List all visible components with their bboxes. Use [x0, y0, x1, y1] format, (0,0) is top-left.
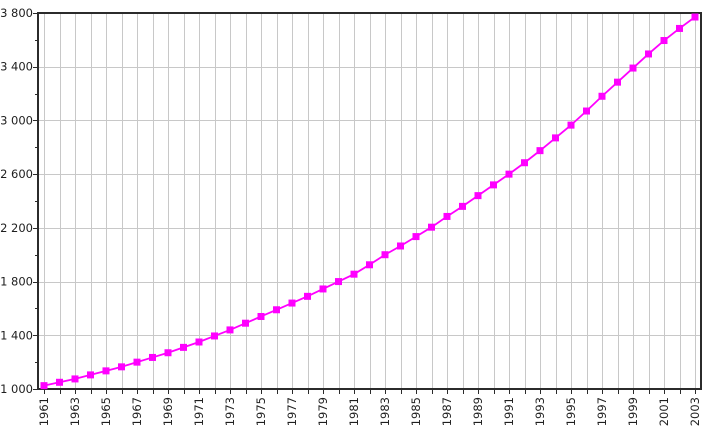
data-point-marker: [350, 270, 358, 278]
data-point-marker: [397, 242, 404, 250]
y-tick-label: 2 600: [0, 167, 33, 181]
y-tick-label: 3 000: [0, 113, 33, 127]
series-markers: [40, 13, 699, 390]
data-point-marker: [443, 212, 451, 220]
x-tick-label: 1981: [347, 397, 361, 426]
x-tick-label: 1965: [99, 397, 113, 426]
data-point-marker: [505, 170, 513, 178]
data-point-marker: [521, 159, 528, 167]
x-tick-label: 1991: [502, 397, 516, 426]
y-tick-label: 1 800: [0, 275, 33, 289]
data-point-marker: [273, 306, 280, 314]
data-point-marker: [598, 92, 606, 100]
x-tick-label: 1985: [409, 397, 423, 426]
x-tick-label: 1995: [564, 397, 578, 426]
x-tick-label: 1963: [68, 397, 82, 426]
x-tick-label: 1993: [533, 397, 547, 426]
data-point-marker: [428, 223, 435, 231]
data-point-marker: [288, 299, 296, 307]
data-point-marker: [552, 134, 559, 142]
data-point-marker: [366, 261, 373, 269]
data-point-marker: [56, 378, 63, 386]
x-tick-label: 1997: [595, 397, 609, 426]
x-tick-label: 1999: [626, 397, 640, 426]
y-tick-label: 3 800: [0, 6, 33, 20]
data-point-marker: [645, 50, 652, 58]
data-point-marker: [490, 181, 497, 189]
data-point-marker: [164, 349, 172, 357]
data-point-marker: [660, 37, 668, 45]
x-tick-label: 1971: [192, 397, 206, 426]
data-point-marker: [629, 64, 637, 72]
data-point-marker: [180, 343, 187, 351]
data-point-marker: [133, 358, 141, 366]
data-point-marker: [536, 147, 544, 155]
y-tick-label: 3 400: [0, 60, 33, 74]
y-tick-label: 2 200: [0, 221, 33, 235]
x-tick-label: 1973: [223, 397, 237, 426]
data-point-marker: [118, 363, 125, 371]
data-point-marker: [102, 367, 110, 375]
data-point-marker: [691, 13, 699, 21]
y-axis-labels: 1 000 1 400 1 800 2 200 2 600 3 000 3 400 3 800: [0, 6, 33, 396]
data-point-marker: [304, 292, 311, 300]
y-tick-label: 1 000: [0, 382, 33, 396]
data-point-marker: [583, 107, 590, 115]
data-point-marker: [211, 332, 218, 340]
data-point-marker: [257, 312, 265, 320]
axis-ticks: [33, 13, 696, 394]
x-tick-label: 1983: [378, 397, 392, 426]
x-tick-label: 1975: [254, 397, 268, 426]
x-tick-label: 2003: [688, 397, 702, 426]
data-point-marker: [319, 285, 327, 293]
plot-frame: [37, 12, 702, 390]
data-point-marker: [676, 24, 683, 32]
x-tick-label: 1969: [161, 397, 175, 426]
data-point-marker: [87, 371, 94, 379]
x-tick-label: 1987: [440, 397, 454, 426]
data-point-marker: [226, 326, 234, 334]
data-point-marker: [71, 375, 79, 383]
data-point-marker: [412, 233, 420, 241]
x-tick-label: 1979: [316, 397, 330, 426]
data-point-marker: [614, 78, 621, 86]
x-tick-label: 1961: [37, 397, 51, 426]
x-tick-label: 1967: [130, 397, 144, 426]
data-point-marker: [459, 202, 466, 210]
data-point-marker: [474, 192, 482, 200]
x-tick-label: 2001: [657, 397, 671, 426]
x-tick-label: 1977: [285, 397, 299, 426]
data-point-marker: [242, 319, 249, 327]
data-point-marker: [195, 338, 203, 346]
x-tick-label: 1989: [471, 397, 485, 426]
y-tick-label: 1 400: [0, 328, 33, 342]
data-point-marker: [149, 353, 156, 361]
data-point-marker: [40, 382, 48, 390]
x-axis-labels: 1961 1963 1965 1967 1969 1971 1973 1975 1977 1979…: [37, 397, 702, 426]
data-point-marker: [335, 278, 342, 286]
data-point-marker: [567, 121, 575, 129]
data-point-marker: [381, 251, 389, 259]
